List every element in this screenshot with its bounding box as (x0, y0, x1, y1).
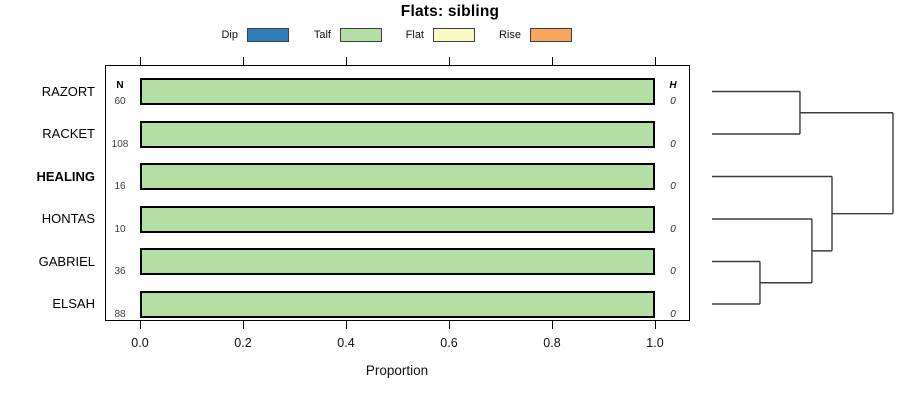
h-value: 0 (670, 308, 676, 320)
n-value: 60 (114, 96, 126, 107)
x-tick-top (655, 57, 657, 65)
x-tick-bottom (140, 321, 142, 329)
bar-segment-talf (140, 78, 655, 105)
row-label: GABRIEL (38, 253, 95, 269)
bar-segment-talf (140, 205, 655, 233)
x-tick-label: 0.8 (543, 336, 561, 350)
x-tick-top (346, 57, 348, 65)
plot-box (105, 65, 690, 321)
legend-label: Talf (313, 29, 331, 41)
x-axis-title: Proportion (365, 363, 429, 378)
x-tick-bottom (449, 321, 451, 329)
x-tick-top (243, 57, 245, 65)
chart-title: Flats: sibling (400, 3, 500, 20)
legend-label: Flat (405, 29, 424, 41)
h-value: 0 (670, 181, 676, 192)
row-label: RACKET (42, 126, 95, 141)
h-value: 0 (670, 266, 676, 277)
row-label: HONTAS (41, 211, 95, 226)
x-tick-top (552, 57, 554, 65)
h-value: 0 (670, 138, 676, 150)
legend-swatch-talf (340, 28, 382, 42)
bar-segment-talf (140, 163, 655, 190)
legend-swatch-rise (530, 28, 572, 42)
n-value: 16 (114, 181, 126, 192)
row-label: ELSAH (52, 296, 95, 311)
legend-swatch-dip (247, 28, 289, 42)
bar-segment-talf (140, 248, 655, 275)
bar-segment-talf (140, 120, 655, 148)
n-value: 10 (114, 223, 126, 235)
h-column-header: H (669, 80, 677, 91)
n-value: 88 (114, 308, 126, 320)
n-value: 108 (111, 138, 129, 150)
h-value: 0 (670, 96, 676, 107)
x-tick-top (140, 57, 142, 65)
x-tick-label: 0.2 (234, 336, 252, 350)
x-tick-bottom (552, 321, 554, 329)
bar-segment-talf (140, 290, 655, 318)
legend-label: Dip (221, 29, 238, 41)
x-tick-bottom (346, 321, 348, 329)
x-tick-label: 1.0 (646, 336, 664, 350)
row-label: HEALING (36, 168, 96, 184)
x-tick-bottom (243, 321, 245, 329)
n-column-header: N (116, 80, 124, 91)
x-tick-label: 0.6 (440, 336, 458, 350)
n-value: 36 (114, 266, 126, 277)
x-tick-bottom (655, 321, 657, 329)
legend-label: Rise (498, 29, 521, 41)
x-tick-label: 0.0 (131, 336, 149, 350)
x-tick-label: 0.4 (337, 336, 355, 350)
legend-swatch-flat (433, 28, 475, 42)
h-value: 0 (670, 223, 676, 235)
row-label: RAZORT (41, 83, 95, 99)
x-tick-top (449, 57, 451, 65)
